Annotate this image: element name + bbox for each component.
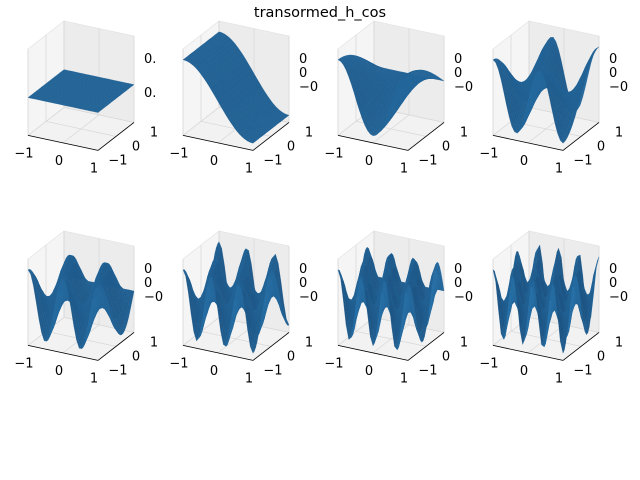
x-tick-label: 0 xyxy=(520,154,528,169)
surface-patch xyxy=(94,283,100,289)
surface xyxy=(182,31,290,144)
surface-patch xyxy=(405,73,410,76)
z-tick-label: −0 xyxy=(299,80,318,95)
z-tick-label: 0 xyxy=(144,262,152,277)
x-axis-line xyxy=(27,345,99,361)
z-tick-label: 0. xyxy=(144,86,156,101)
y-tick-label: −1 xyxy=(573,153,592,168)
x-tick-label: 0 xyxy=(210,364,218,379)
x-tick-label: 1 xyxy=(400,161,408,176)
x-tick-label: 1 xyxy=(245,161,253,176)
x-tick-label: −1 xyxy=(479,146,498,161)
x-tick-label: 1 xyxy=(555,161,563,176)
x-tick-label: 0 xyxy=(55,154,63,169)
z-tick-label: 0 xyxy=(299,262,307,277)
z-tick-label: 0 xyxy=(299,276,307,291)
y-tick-label: 1 xyxy=(305,335,313,350)
y-tick-label: 0 xyxy=(132,349,140,364)
z-tick-label: −0 xyxy=(609,80,628,95)
z-tick-label: 0 xyxy=(454,66,462,81)
z-tick-label: 0 xyxy=(299,66,307,81)
x-tick-label: −1 xyxy=(14,146,33,161)
z-tick-label: 0 xyxy=(454,276,462,291)
z-tick-label: 0 xyxy=(454,262,462,277)
z-tick-label: 0 xyxy=(454,52,462,67)
y-tick-label: −1 xyxy=(108,363,127,378)
y-tick-label: 0 xyxy=(442,349,450,364)
y-tick-label: −1 xyxy=(108,153,127,168)
x-axis-line xyxy=(182,135,254,151)
x-tick-label: −1 xyxy=(169,146,188,161)
y-tick-label: 0 xyxy=(597,139,605,154)
x-axis-line xyxy=(492,135,564,151)
y-axis-line xyxy=(252,122,290,151)
z-tick-label: −0 xyxy=(454,290,473,305)
z-tick-label: −0 xyxy=(299,290,318,305)
y-axis-line xyxy=(407,122,445,151)
surface-patch xyxy=(560,138,565,144)
x-tick-label: −1 xyxy=(169,356,188,371)
z-tick-label: −0 xyxy=(144,290,163,305)
y-tick-label: 1 xyxy=(150,125,158,140)
y-tick-label: −1 xyxy=(263,153,282,168)
z-tick-label: −0 xyxy=(454,80,473,95)
z-tick-label: 0. xyxy=(144,52,156,67)
y-tick-label: −1 xyxy=(418,153,437,168)
y-tick-label: 1 xyxy=(615,125,623,140)
y-tick-label: 1 xyxy=(150,335,158,350)
y-tick-label: 0 xyxy=(287,139,295,154)
x-axis-line xyxy=(337,135,409,151)
y-tick-label: 0 xyxy=(132,139,140,154)
x-tick-label: −1 xyxy=(324,146,343,161)
surface xyxy=(337,54,445,136)
x-tick-label: −1 xyxy=(14,356,33,371)
y-axis-line xyxy=(97,332,135,361)
z-tick-label: 0 xyxy=(299,52,307,67)
z-tick-label: 0 xyxy=(609,66,617,81)
y-tick-label: 1 xyxy=(305,125,313,140)
y-tick-label: 1 xyxy=(460,335,468,350)
x-tick-label: 1 xyxy=(90,371,98,386)
figure-title: transormed_h_cos xyxy=(253,5,387,21)
x-tick-label: 1 xyxy=(245,371,253,386)
y-tick-label: 1 xyxy=(460,125,468,140)
x-tick-label: 0 xyxy=(55,364,63,379)
y-tick-label: −1 xyxy=(418,363,437,378)
y-tick-label: −1 xyxy=(263,363,282,378)
y-axis-line xyxy=(97,122,135,151)
gridline xyxy=(45,35,117,137)
y-axis-line xyxy=(562,122,600,151)
gridline xyxy=(63,21,135,123)
x-tick-label: 0 xyxy=(365,154,373,169)
z-tick-label: 0 xyxy=(144,276,152,291)
gridline xyxy=(63,231,135,333)
x-axis-line xyxy=(27,135,99,151)
x-tick-label: 1 xyxy=(400,371,408,386)
x-tick-label: −1 xyxy=(324,356,343,371)
surface xyxy=(27,69,135,113)
surface-patch xyxy=(249,141,255,144)
x-tick-label: 1 xyxy=(90,161,98,176)
y-tick-label: 0 xyxy=(287,349,295,364)
surface xyxy=(492,36,600,144)
x-tick-label: 0 xyxy=(210,154,218,169)
x-tick-label: 0 xyxy=(365,364,373,379)
surface xyxy=(27,254,135,349)
z-tick-label: 0 xyxy=(609,52,617,67)
surface xyxy=(182,241,290,354)
y-tick-label: 0 xyxy=(442,139,450,154)
surface-patch xyxy=(94,110,100,113)
